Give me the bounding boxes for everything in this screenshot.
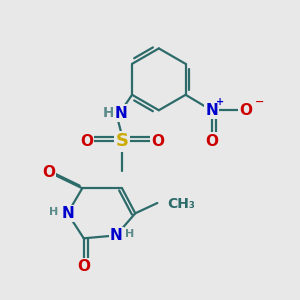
Text: O: O <box>77 259 90 274</box>
Text: CH₃: CH₃ <box>168 197 196 212</box>
Text: N: N <box>61 206 74 221</box>
Text: O: O <box>80 134 93 149</box>
Text: O: O <box>42 165 55 180</box>
Text: +: + <box>216 97 224 107</box>
Text: O: O <box>151 134 164 149</box>
Text: O: O <box>239 103 252 118</box>
Text: N: N <box>110 228 122 243</box>
Text: −: − <box>254 97 264 107</box>
Text: O: O <box>205 134 218 149</box>
Text: S: S <box>116 132 128 150</box>
Text: N: N <box>206 103 218 118</box>
Text: H: H <box>50 207 59 217</box>
Text: N: N <box>114 106 127 121</box>
Text: H: H <box>125 229 134 239</box>
Text: H: H <box>103 106 115 120</box>
